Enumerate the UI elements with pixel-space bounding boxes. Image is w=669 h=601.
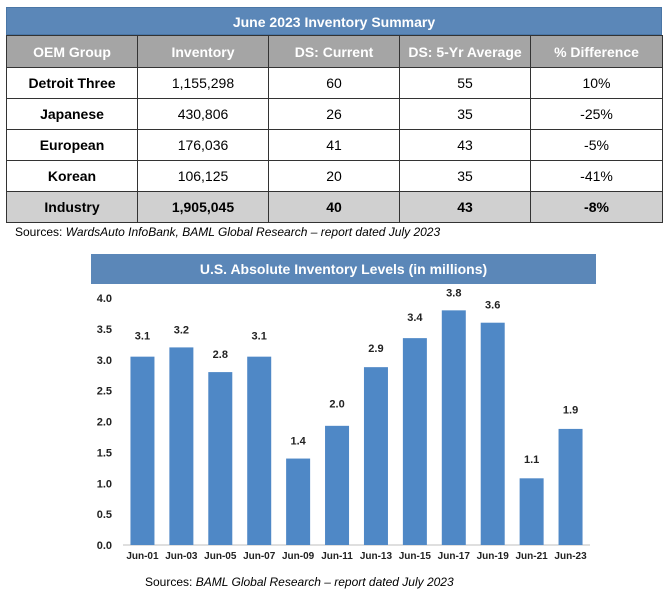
y-tick-label: 3.5 [97, 324, 112, 336]
source-text: BAML Global Research – report dated July… [195, 575, 454, 589]
data-label: 1.4 [290, 436, 306, 448]
table-row: Japanese 430,806 26 35 -25% [6, 98, 663, 130]
data-label: 3.8 [446, 287, 461, 299]
y-tick-label: 4.0 [97, 293, 112, 305]
cell-oem: European [6, 129, 138, 161]
cell-ds-current: 41 [268, 129, 400, 161]
source-text: WardsAuto InfoBank, BAML Global Research… [65, 225, 441, 239]
inventory-bar-chart: 0.0 0.5 1.0 1.5 2.0 2.5 3.0 3.5 4.0 3.1 Jun-01 3.2 J… [97, 287, 590, 562]
x-tick-label: Jun-05 [204, 551, 237, 562]
header-ds-5yr-average: DS: 5-Yr Average [399, 35, 531, 68]
inventory-summary-table: June 2023 Inventory Summary OEM Group In… [6, 7, 663, 223]
data-label: 1.9 [563, 405, 578, 417]
data-label: 3.4 [407, 312, 423, 324]
data-label: 3.1 [135, 331, 150, 343]
summary-grid: OEM Group Inventory DS: Current DS: 5-Yr… [6, 35, 663, 223]
x-tick-label: Jun-23 [554, 551, 587, 562]
x-tick-label: Jun-15 [399, 551, 432, 562]
bar [286, 458, 311, 545]
data-label: 2.0 [329, 399, 344, 411]
cell-pct-difference: -8% [530, 191, 663, 223]
x-tick-label: Jun-11 [321, 551, 353, 562]
table-row: Korean 106,125 20 35 -41% [6, 160, 663, 192]
cell-pct-difference: -25% [530, 98, 663, 130]
x-tick-label: Jun-13 [360, 551, 393, 562]
cell-ds-average: 43 [399, 191, 531, 223]
cell-inventory: 430,806 [137, 98, 269, 130]
cell-ds-average: 35 [399, 98, 531, 130]
x-tick-label: Jun-01 [126, 551, 159, 562]
data-label: 2.8 [213, 349, 228, 361]
cell-pct-difference: -41% [530, 160, 663, 192]
cell-pct-difference: 10% [530, 67, 663, 99]
cell-ds-current: 40 [268, 191, 400, 223]
cell-inventory: 176,036 [137, 129, 269, 161]
header-pct-difference: % Difference [530, 35, 663, 68]
table-row: European 176,036 41 43 -5% [6, 129, 663, 161]
table-title: June 2023 Inventory Summary [6, 7, 662, 35]
header-inventory: Inventory [137, 35, 269, 68]
bar [558, 428, 583, 545]
cell-ds-current: 60 [268, 67, 400, 99]
data-label: 1.1 [524, 454, 539, 466]
cell-inventory: 1,155,298 [137, 67, 269, 99]
bar [519, 478, 544, 545]
chart-source-note: Sources: BAML Global Research – report d… [145, 575, 454, 589]
y-tick-label: 1.5 [97, 447, 112, 459]
bar [363, 367, 388, 545]
cell-ds-average: 55 [399, 67, 531, 99]
cell-ds-average: 35 [399, 160, 531, 192]
chart-title: U.S. Absolute Inventory Levels (in milli… [91, 254, 596, 284]
data-label: 3.2 [174, 324, 189, 336]
x-tick-label: Jun-09 [282, 551, 315, 562]
bar [402, 338, 427, 545]
bar [208, 372, 233, 545]
y-tick-label: 2.5 [97, 386, 112, 398]
cell-inventory: 106,125 [137, 160, 269, 192]
x-tick-label: Jun-03 [165, 551, 198, 562]
data-label: 3.6 [485, 300, 500, 312]
y-tick-label: 2.0 [97, 417, 112, 429]
cell-oem: Korean [6, 160, 138, 192]
bar [441, 310, 466, 545]
x-tick-label: Jun-17 [438, 551, 471, 562]
cell-oem: Japanese [6, 98, 138, 130]
cell-inventory: 1,905,045 [137, 191, 269, 223]
source-prefix: Sources: [145, 575, 196, 589]
bar [247, 356, 272, 545]
cell-oem: Industry [6, 191, 138, 223]
data-label: 2.9 [368, 343, 383, 355]
data-label: 3.1 [252, 331, 267, 343]
header-ds-current: DS: Current [268, 35, 400, 68]
source-prefix: Sources: [15, 225, 66, 239]
x-tick-label: Jun-07 [243, 551, 276, 562]
y-tick-label: 3.0 [97, 355, 112, 367]
bar [130, 356, 155, 545]
cell-pct-difference: -5% [530, 129, 663, 161]
x-tick-label: Jun-21 [516, 551, 549, 562]
table-source-note: Sources: WardsAuto InfoBank, BAML Global… [15, 225, 440, 239]
bar [169, 347, 194, 545]
table-row: Detroit Three 1,155,298 60 55 10% [6, 67, 663, 99]
cell-oem: Detroit Three [6, 67, 138, 99]
cell-ds-current: 26 [268, 98, 400, 130]
y-tick-label: 1.0 [97, 478, 112, 490]
y-tick-label: 0.5 [97, 509, 112, 521]
cell-ds-average: 43 [399, 129, 531, 161]
bar [325, 425, 350, 545]
y-tick-label: 0.0 [97, 540, 112, 552]
bar [480, 322, 505, 545]
header-oem-group: OEM Group [6, 35, 138, 68]
cell-ds-current: 20 [268, 160, 400, 192]
table-total-row: Industry 1,905,045 40 43 -8% [6, 191, 663, 223]
table-header-row: OEM Group Inventory DS: Current DS: 5-Yr… [6, 35, 663, 68]
x-tick-label: Jun-19 [477, 551, 510, 562]
